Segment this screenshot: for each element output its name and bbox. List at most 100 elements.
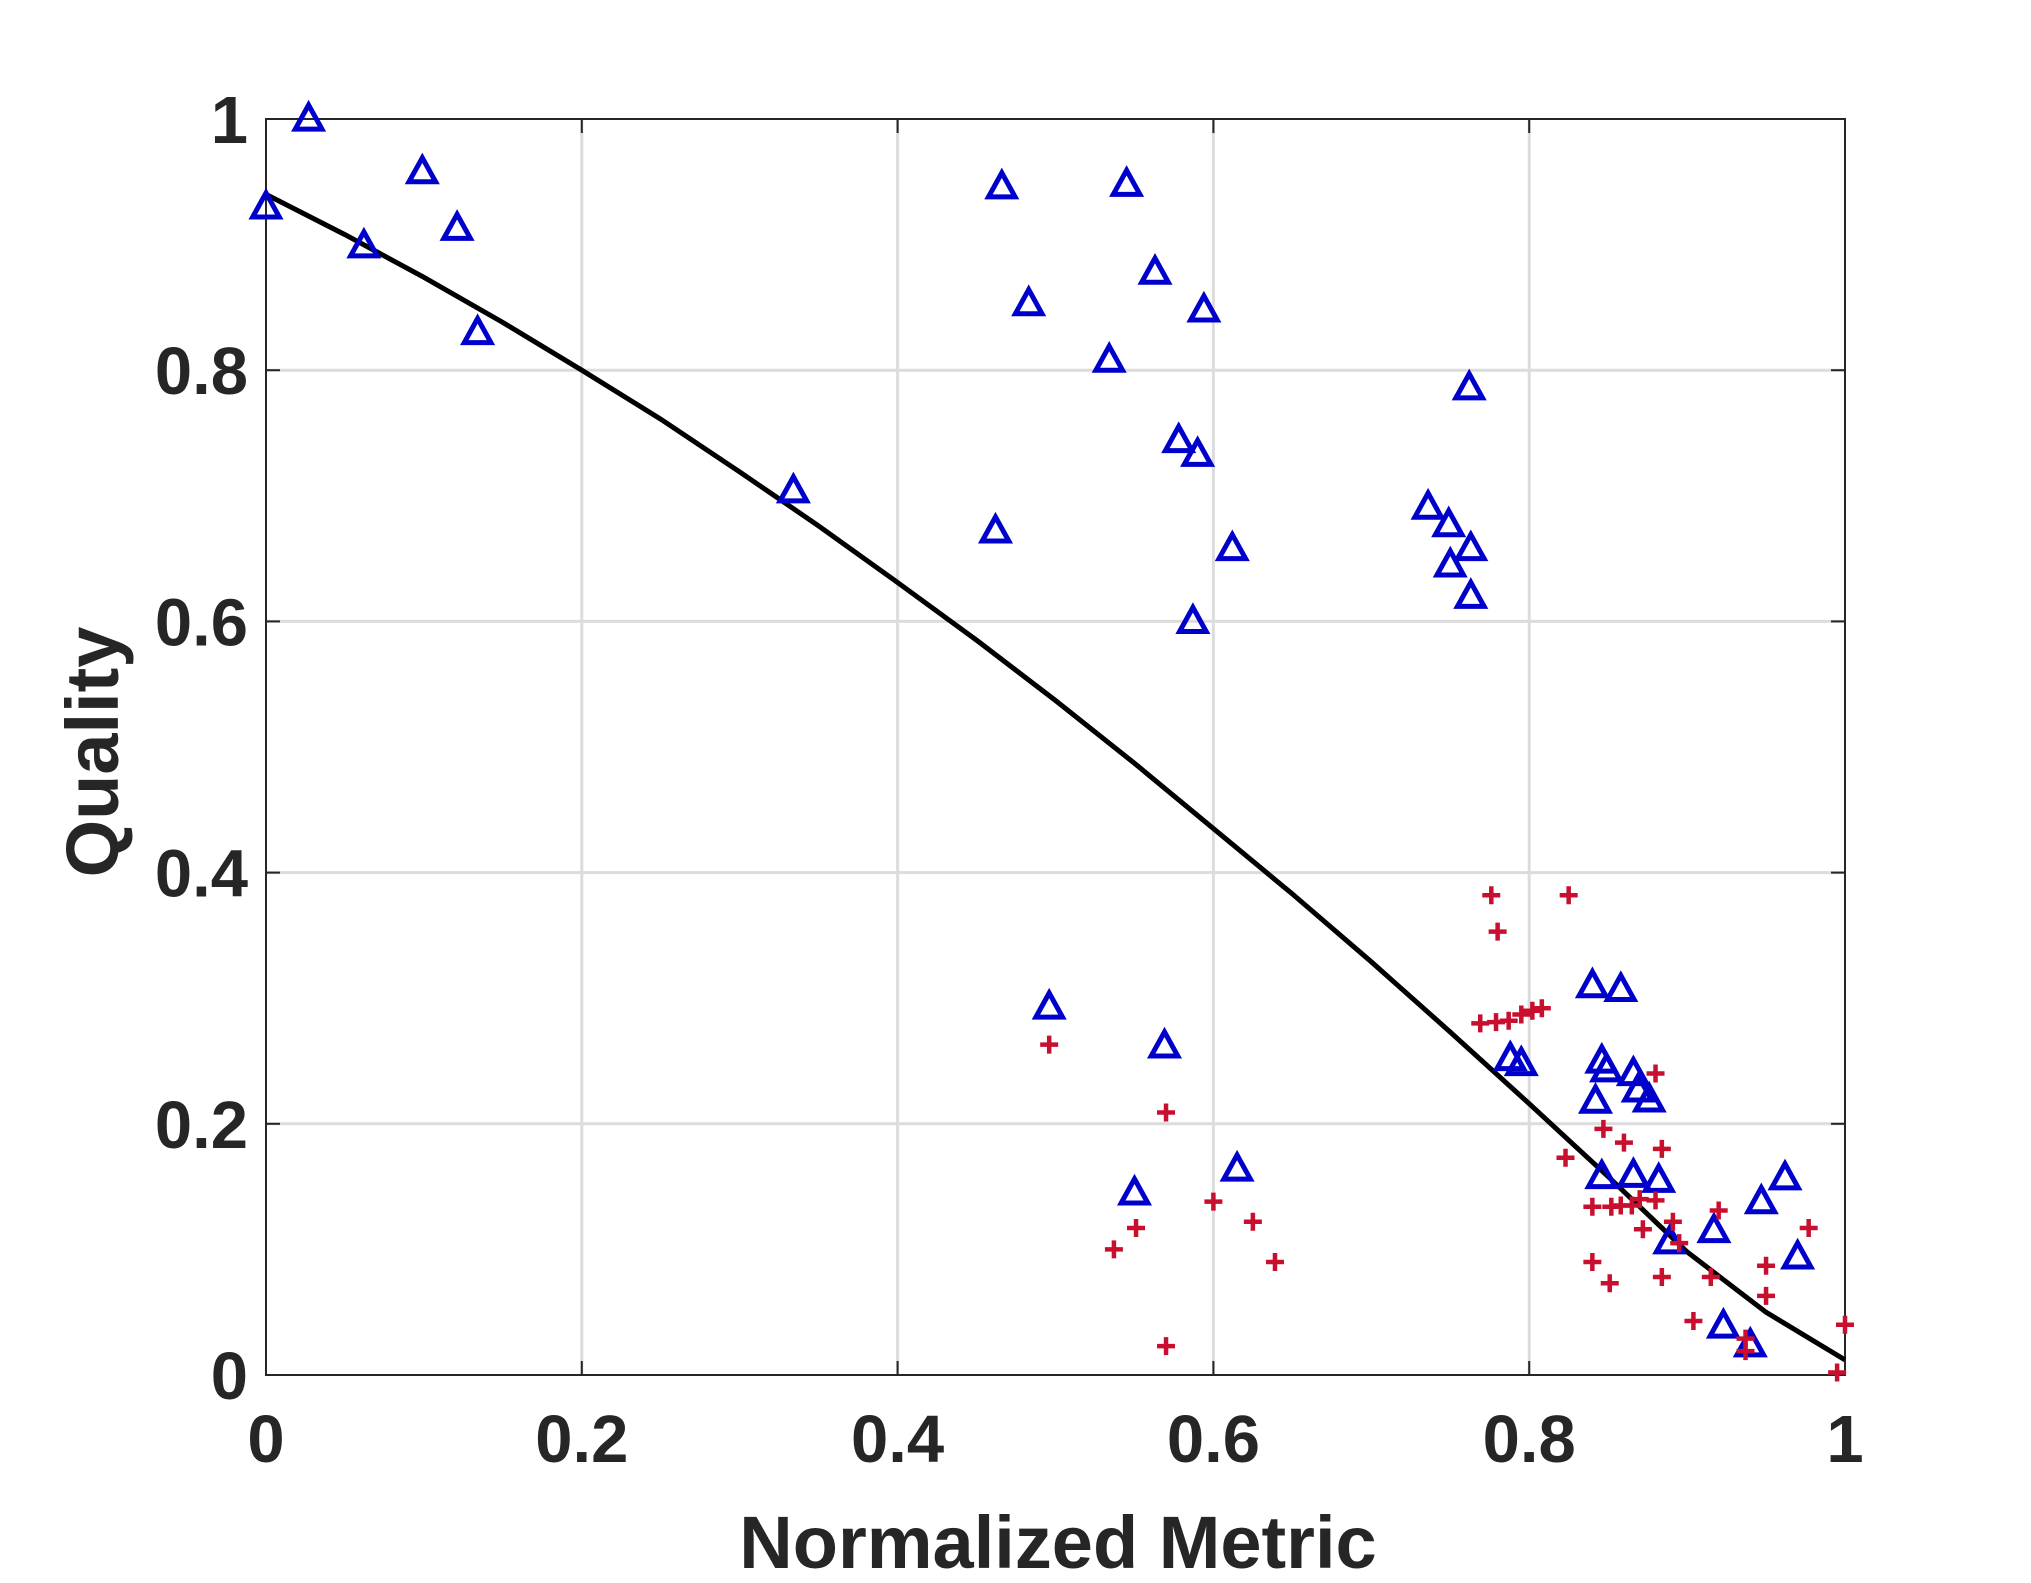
triangle-point bbox=[1175, 602, 1211, 634]
plus-point bbox=[1646, 1191, 1665, 1210]
plus-point bbox=[1828, 1363, 1847, 1382]
plus-point bbox=[1040, 1035, 1059, 1054]
plus-point bbox=[1265, 1252, 1284, 1271]
triangle-point bbox=[1161, 421, 1197, 454]
triangle-point bbox=[1705, 1306, 1741, 1339]
y-tick-label: 0 bbox=[211, 1339, 248, 1414]
y-axis-label: Quality bbox=[51, 627, 134, 878]
triangle-point bbox=[984, 167, 1020, 200]
axes-box bbox=[265, 118, 1846, 1376]
triangle-point bbox=[1186, 290, 1222, 323]
triangle-point bbox=[1091, 341, 1127, 373]
grid-lines bbox=[266, 119, 1845, 1375]
triangle-point bbox=[1116, 1173, 1153, 1206]
plus-point bbox=[1736, 1342, 1755, 1361]
x-tick-label: 0.2 bbox=[535, 1402, 628, 1477]
triangle-point bbox=[1574, 966, 1610, 999]
plus-point bbox=[1757, 1286, 1776, 1305]
triangle-point bbox=[1780, 1237, 1816, 1270]
plus-point bbox=[1523, 1001, 1542, 1020]
triangle-point bbox=[1620, 1070, 1656, 1103]
plus-point bbox=[1583, 1252, 1602, 1271]
triangle-point bbox=[1743, 1182, 1779, 1215]
plus-point bbox=[1646, 1064, 1665, 1083]
triangle-point bbox=[1109, 165, 1145, 197]
triangle-point bbox=[439, 209, 475, 241]
plus-point bbox=[1532, 999, 1551, 1018]
plus-point bbox=[1471, 1014, 1490, 1033]
y-tick-label: 0.6 bbox=[155, 585, 248, 660]
triangle-point bbox=[1146, 1026, 1183, 1059]
plus-point bbox=[1799, 1219, 1818, 1238]
plus-point bbox=[1157, 1337, 1176, 1356]
triangle-point bbox=[1410, 487, 1446, 520]
triangle-point bbox=[1696, 1211, 1732, 1244]
plus-point bbox=[1512, 1005, 1531, 1024]
plus-point bbox=[1633, 1220, 1652, 1239]
x-tick-label: 0 bbox=[247, 1402, 284, 1477]
triangle-point bbox=[1631, 1080, 1667, 1113]
plus-point bbox=[1157, 1103, 1176, 1122]
triangle-point bbox=[1214, 529, 1250, 562]
y-tick-label: 0.8 bbox=[155, 334, 248, 409]
plus-point bbox=[1488, 922, 1507, 941]
plus-point bbox=[1670, 1234, 1689, 1253]
plus-point bbox=[1652, 1139, 1671, 1158]
fit-curve-layer bbox=[264, 192, 1847, 1363]
fit-curve bbox=[264, 192, 1847, 1363]
x-tick-label: 0.6 bbox=[1167, 1402, 1260, 1477]
tick-labels: 0 0.2 0.4 0.6 0.8 1 0 0.2 0.4 0.6 0.8 1 bbox=[155, 83, 1864, 1477]
y-tick-label: 1 bbox=[211, 83, 248, 158]
triangle-point bbox=[1137, 253, 1173, 285]
triangle-point bbox=[1219, 1149, 1255, 1182]
plus-point bbox=[1243, 1212, 1262, 1231]
plus-point bbox=[1701, 1268, 1720, 1287]
x-tick-label: 1 bbox=[1826, 1402, 1863, 1477]
triangle-point bbox=[1503, 1044, 1539, 1077]
triangle-point bbox=[1451, 368, 1487, 401]
plus-point bbox=[1757, 1256, 1776, 1275]
plus-point bbox=[1652, 1268, 1671, 1287]
plus-point bbox=[1594, 1119, 1613, 1138]
triangle-point bbox=[1577, 1082, 1614, 1114]
plus-point bbox=[1127, 1219, 1146, 1238]
triangle-point bbox=[1453, 577, 1489, 609]
plus-point bbox=[1204, 1192, 1223, 1211]
triangle-point bbox=[1011, 284, 1047, 317]
plus-point bbox=[1836, 1315, 1854, 1334]
plus-point bbox=[1600, 1274, 1619, 1293]
triangle-point bbox=[1641, 1161, 1677, 1193]
plus-point bbox=[1709, 1201, 1728, 1220]
plus-point bbox=[1630, 1190, 1649, 1209]
triangle-point bbox=[404, 152, 440, 185]
plus-point bbox=[1104, 1240, 1123, 1259]
triangle-point bbox=[1767, 1158, 1803, 1191]
triangle-point bbox=[346, 226, 382, 259]
x-axis-label: Normalized Metric bbox=[739, 1501, 1376, 1583]
triangle-point bbox=[1432, 545, 1468, 578]
plus-point bbox=[1499, 1011, 1518, 1030]
triangle-point bbox=[775, 471, 811, 504]
y-tick-label: 0.2 bbox=[155, 1088, 248, 1163]
plus-point bbox=[1559, 886, 1578, 905]
plus-point bbox=[1482, 886, 1501, 905]
plus-point bbox=[1663, 1212, 1682, 1231]
triangle-point bbox=[460, 313, 496, 346]
data-markers bbox=[248, 99, 1854, 1382]
x-tick-label: 0.4 bbox=[851, 1402, 944, 1477]
triangle-point bbox=[1615, 1156, 1651, 1188]
plus-point bbox=[1614, 1133, 1633, 1152]
triangle-point bbox=[1603, 970, 1639, 1002]
plus-point bbox=[1684, 1311, 1703, 1330]
y-tick-label: 0.4 bbox=[155, 837, 248, 912]
triangle-point bbox=[977, 511, 1014, 544]
triangle-point bbox=[1589, 1050, 1625, 1083]
plus-point bbox=[1556, 1148, 1575, 1167]
triangle-point bbox=[1652, 1222, 1688, 1255]
x-tick-label: 0.8 bbox=[1483, 1402, 1576, 1477]
triangle-point bbox=[291, 99, 327, 132]
triangle-point bbox=[1584, 1157, 1620, 1190]
plus-point bbox=[1583, 1197, 1602, 1216]
triangle-point bbox=[1031, 987, 1067, 1020]
